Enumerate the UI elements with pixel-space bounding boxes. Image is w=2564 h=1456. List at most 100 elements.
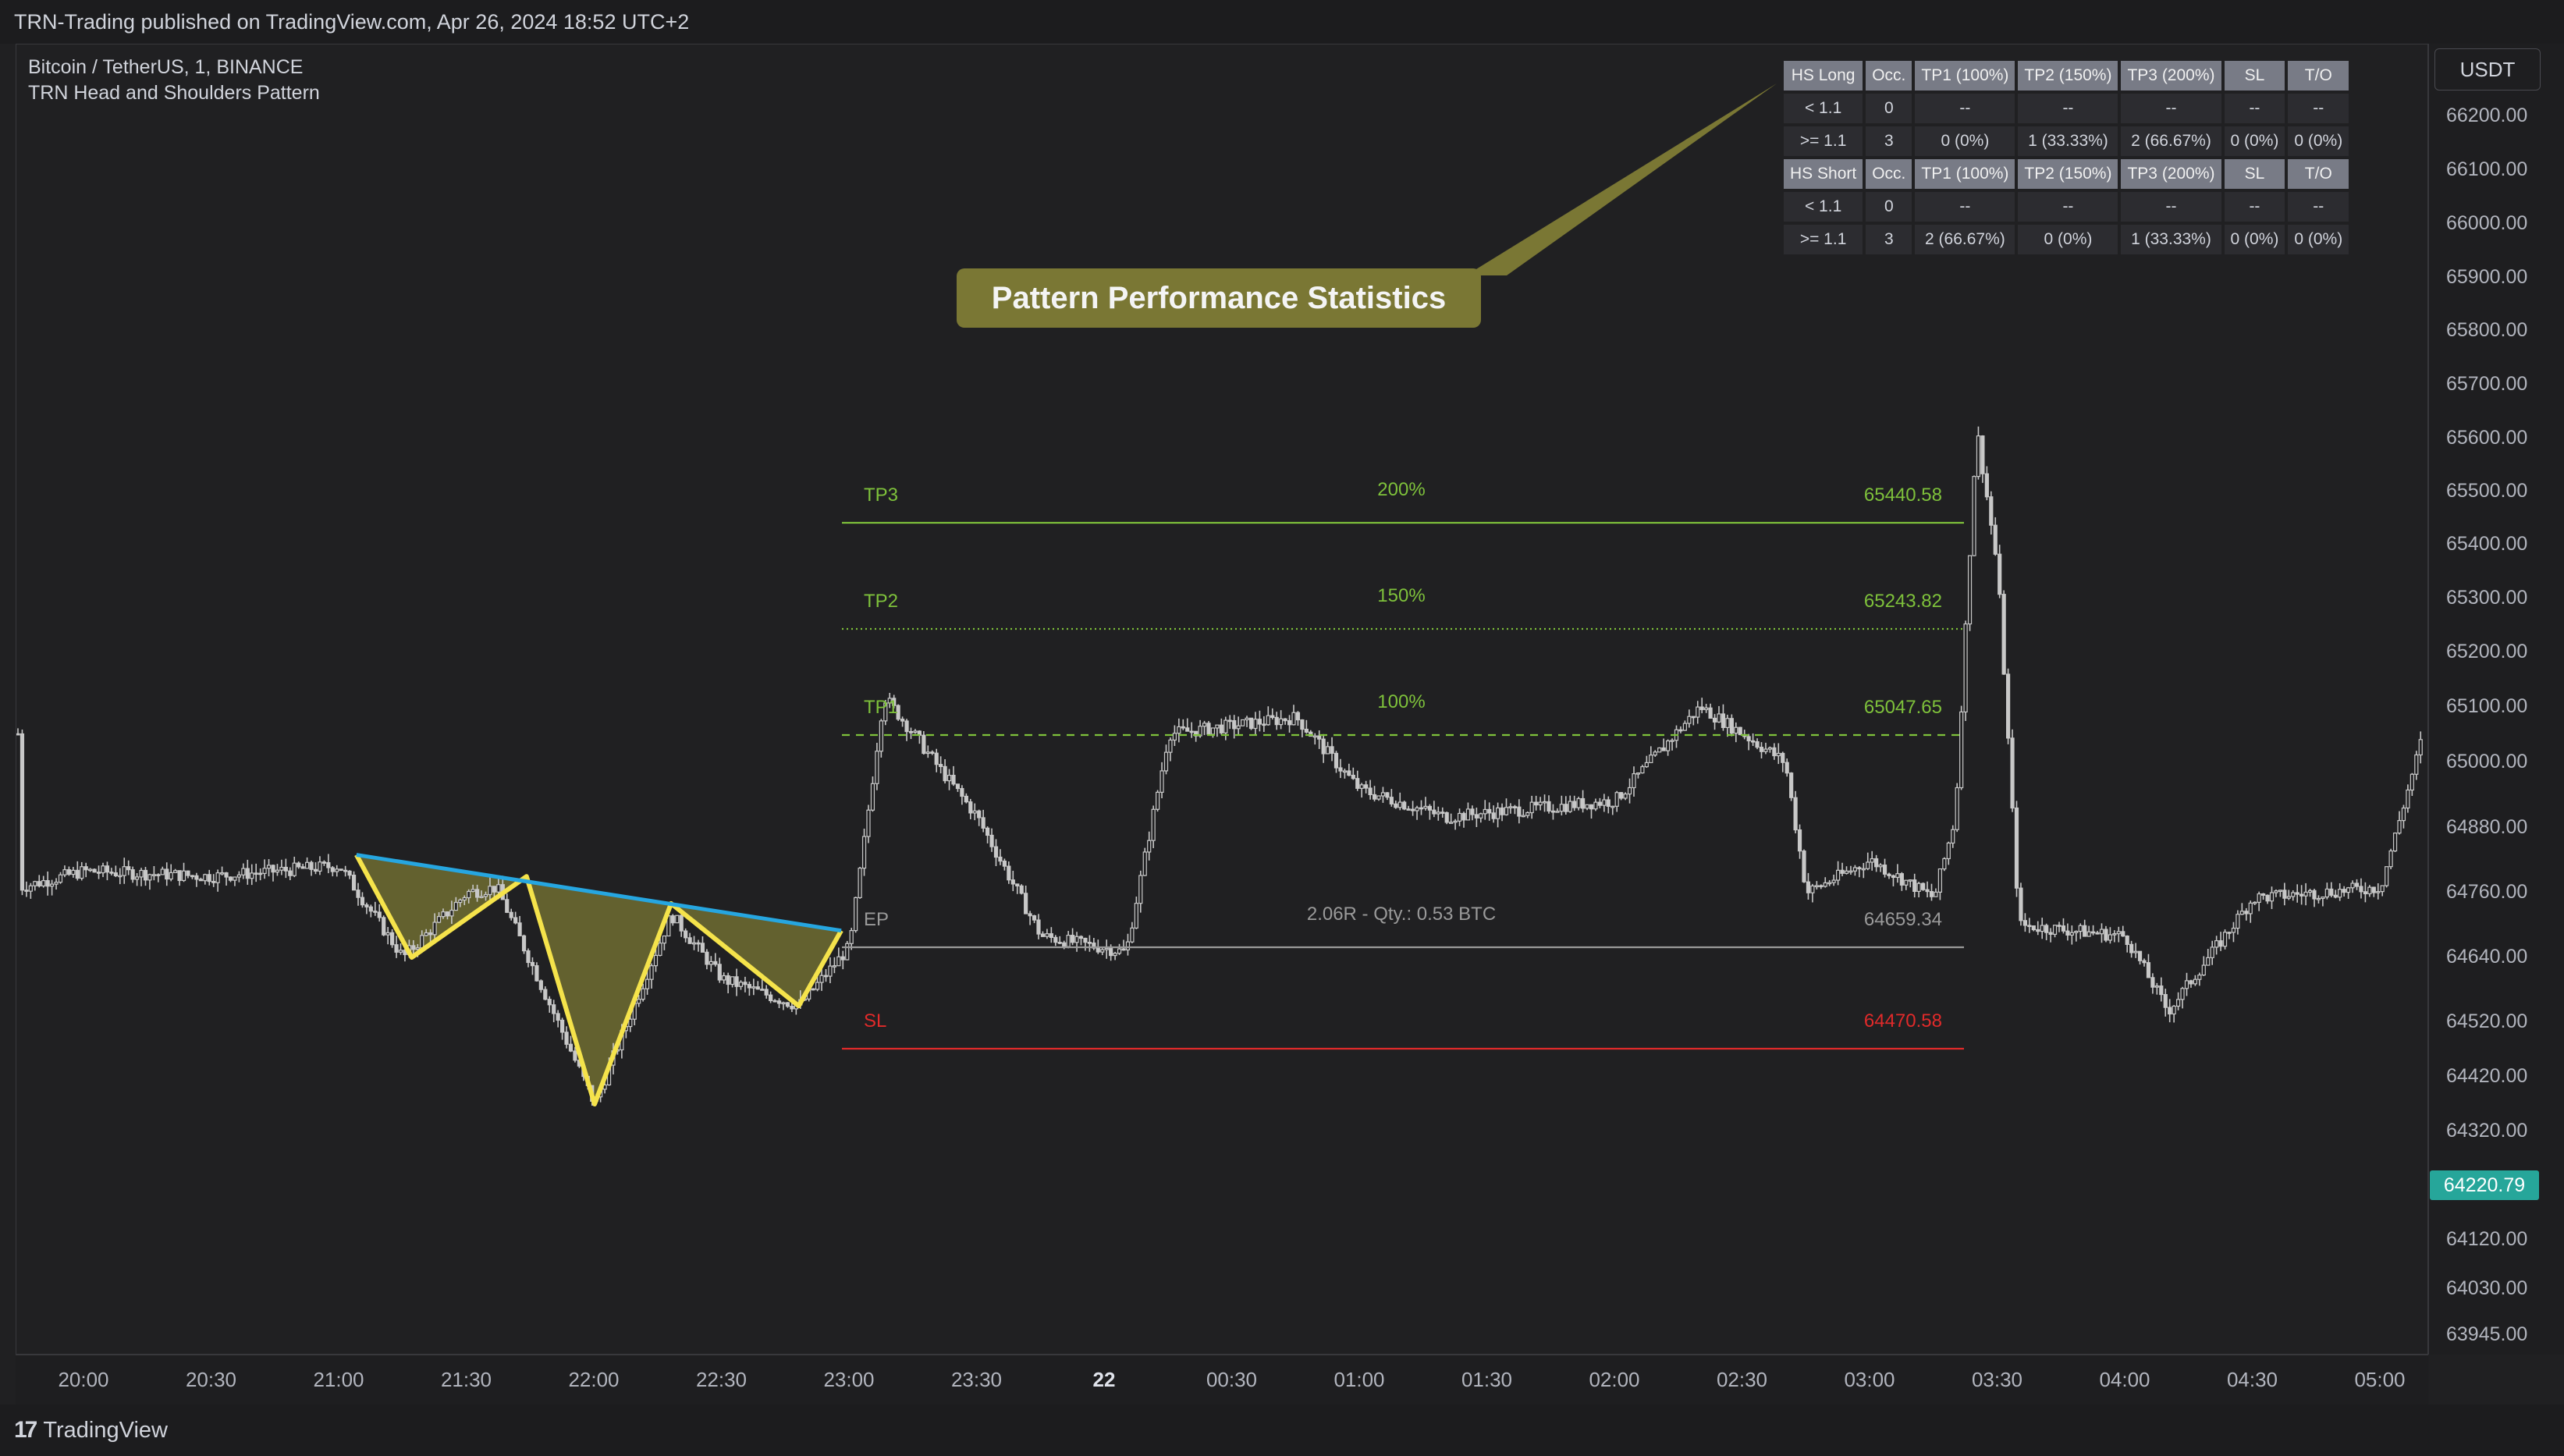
stats-cell: -- bbox=[2224, 94, 2285, 123]
candle-body bbox=[1168, 739, 1173, 753]
candle-body bbox=[1028, 913, 1032, 917]
candle-body bbox=[173, 870, 178, 873]
candle-body bbox=[2036, 929, 2040, 932]
candle-body bbox=[1921, 882, 1926, 890]
candle-body bbox=[151, 874, 156, 876]
candle-body bbox=[679, 914, 684, 932]
candle-body bbox=[564, 1032, 569, 1045]
candle-body bbox=[1882, 865, 1887, 875]
candle-body bbox=[1572, 801, 1577, 808]
symbol-title[interactable]: Bitcoin / TetherUS, 1, BINANCE bbox=[28, 56, 304, 78]
candle-body bbox=[1312, 735, 1317, 738]
candle-body bbox=[339, 868, 343, 871]
candle-body bbox=[441, 911, 446, 918]
candle-body bbox=[1453, 820, 1458, 823]
candle-body bbox=[62, 869, 67, 875]
candle-body bbox=[2001, 594, 2006, 675]
candle-body bbox=[258, 872, 263, 875]
candle-body bbox=[266, 865, 272, 869]
candle-body bbox=[1857, 867, 1862, 870]
candle-body bbox=[1925, 889, 1930, 893]
stats-cell: -- bbox=[1915, 192, 2015, 222]
candle-body bbox=[2329, 888, 2334, 896]
candle-body bbox=[769, 994, 773, 1002]
candle-body bbox=[534, 965, 539, 982]
chart-pane[interactable]: TP3 65440.58 200% TP2 65243.82 150% TP1 65047.6… bbox=[16, 44, 2428, 1355]
candle-body bbox=[1810, 885, 1815, 893]
candle-body bbox=[2052, 925, 2058, 935]
time-tick: 21:00 bbox=[313, 1368, 364, 1391]
stats-cell: 0 (0%) bbox=[2224, 126, 2285, 156]
candle-body bbox=[1521, 815, 1525, 818]
candle-body bbox=[854, 897, 858, 932]
candle-body bbox=[198, 879, 203, 882]
candle-body bbox=[1385, 792, 1390, 798]
callout-pointer bbox=[1466, 83, 1777, 275]
candle-body bbox=[2163, 993, 2168, 1008]
candle-body bbox=[509, 911, 513, 918]
price-axis[interactable]: 66200.00 66100.00 66000.00 65900.00 65800.00… bbox=[2428, 44, 2564, 1355]
candle-body bbox=[318, 861, 322, 872]
candle-body bbox=[2286, 896, 2291, 899]
currency-selector[interactable]: USDT bbox=[2434, 48, 2541, 91]
indicator-title[interactable]: TRN Head and Shoulders Pattern bbox=[28, 82, 320, 104]
candle-body bbox=[1542, 801, 1547, 804]
price-tick: 65200.00 bbox=[2446, 641, 2528, 663]
stats-row: >= 1.1 3 0 (0%) 1 (33.33%) 2 (66.67%) 0 (0%) 0… bbox=[1784, 126, 2349, 156]
candle-body bbox=[2031, 925, 2036, 931]
candle-body bbox=[2197, 974, 2202, 980]
candle-body bbox=[458, 899, 463, 904]
candle-body bbox=[1151, 808, 1156, 841]
time-tick: 20:30 bbox=[185, 1368, 237, 1391]
candle-body bbox=[445, 911, 450, 917]
candle-body bbox=[343, 869, 348, 872]
tradingview-logo[interactable]: 17 TradingView bbox=[14, 1415, 168, 1445]
candle-body bbox=[1751, 740, 1756, 743]
candle-body bbox=[653, 954, 659, 967]
candle-body bbox=[1330, 746, 1334, 755]
candle-body bbox=[2282, 890, 2287, 899]
candle-body bbox=[637, 999, 641, 1004]
candle-body bbox=[670, 915, 675, 924]
candle-body bbox=[483, 893, 488, 897]
candle-body bbox=[1767, 747, 1772, 750]
candle-body bbox=[832, 965, 837, 968]
candle-body bbox=[998, 856, 1003, 862]
level-value-ep: 64659.34 bbox=[1864, 909, 1942, 930]
candle-body bbox=[521, 935, 527, 952]
candle-body bbox=[462, 897, 467, 901]
candle-body bbox=[1649, 755, 1653, 764]
level-label-tp3: TP3 bbox=[864, 485, 898, 506]
time-axis[interactable]: 20:00 20:30 21:00 21:30 22:00 22:30 23:00 23:30… bbox=[16, 1355, 2428, 1405]
candle-body bbox=[1232, 719, 1237, 730]
candle-body bbox=[972, 810, 977, 814]
candle-body bbox=[1461, 812, 1466, 821]
stats-cell: SL bbox=[2224, 159, 2285, 189]
candle-body bbox=[360, 897, 365, 906]
candle-body bbox=[1283, 718, 1287, 722]
stats-cell: Occ. bbox=[1866, 61, 1912, 91]
candle-body bbox=[559, 1019, 565, 1033]
chart-canvas[interactable]: TP3 65440.58 200% TP2 65243.82 150% TP1 65047.6… bbox=[16, 44, 2429, 1355]
candle-body bbox=[2044, 925, 2049, 933]
candle-body bbox=[1614, 792, 1619, 807]
candle-body bbox=[1057, 942, 1062, 944]
candle-body bbox=[1959, 711, 1964, 789]
candle-body bbox=[2014, 807, 2019, 889]
candle-body bbox=[1248, 717, 1254, 730]
candle-body bbox=[2274, 890, 2278, 893]
candle-body bbox=[530, 961, 535, 967]
candle-body bbox=[2392, 833, 2398, 852]
time-tick: 22:00 bbox=[568, 1368, 620, 1391]
candle-body bbox=[96, 872, 101, 874]
candle-body bbox=[479, 896, 484, 899]
candle-body bbox=[1580, 797, 1586, 809]
candle-body bbox=[2385, 866, 2389, 886]
candle-body bbox=[1682, 723, 1687, 731]
candle-body bbox=[1891, 875, 1896, 879]
candle-body bbox=[517, 922, 522, 936]
candle-body bbox=[2321, 896, 2325, 900]
candle-body bbox=[181, 870, 186, 882]
candle-body bbox=[2231, 927, 2236, 933]
candle-body bbox=[2078, 925, 2083, 932]
